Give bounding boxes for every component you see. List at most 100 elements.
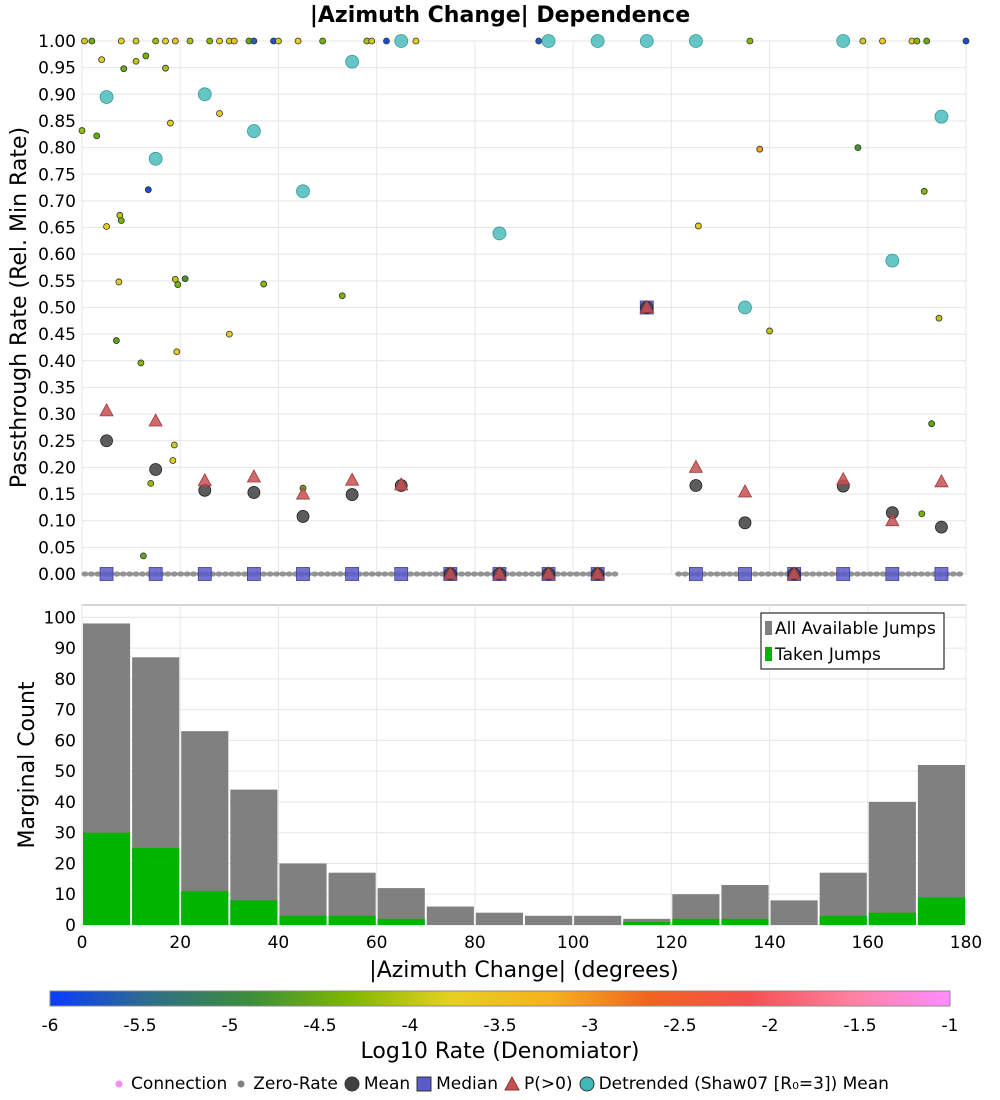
median-point [738,567,752,581]
p-positive-point [99,403,114,417]
zero-rate-point [879,571,887,577]
p-positive-point [737,484,753,498]
connection-point [98,56,106,64]
x-axis-label: |Azimuth Change| (degrees) [369,958,678,983]
y-tick-label: 0.05 [38,538,76,558]
zero-rate-point [764,571,772,577]
bar-taken [132,848,180,925]
connection-point [216,37,223,45]
connection-point [174,281,182,288]
connection-point [137,359,145,367]
mean-point [149,463,163,476]
y-tick-label: 80 [54,670,76,690]
y-tick-label: 100 [44,608,76,628]
bar-all-available [574,915,622,925]
y-tick-label: 0.70 [38,192,76,212]
p-positive-point [295,486,311,500]
connection-point [879,37,886,45]
x-tick-label: 120 [655,933,687,953]
connection-point [78,127,86,134]
connection-point [368,37,376,45]
y-tick-label: 0.55 [38,272,76,292]
bar-legend: All Available Jumps Taken Jumps [760,612,945,670]
detrended-mean-point [639,34,654,48]
p-positive-point [885,512,900,527]
p-positive-point [148,413,163,427]
y-axis-label: Passthrough Rate (Rel. Min Rate) [7,127,32,488]
zero-rate-point [828,571,836,577]
y-tick-label: 0.50 [38,299,76,319]
small-circle-icon [115,1080,123,1088]
zero-rate-point [94,571,102,577]
detrended-mean-point [345,54,360,69]
connection-point [412,37,420,45]
detrended-mean-point [246,124,261,138]
connection-point [225,330,233,338]
zero-rate-point [866,571,874,577]
y-tick-label: 0.20 [38,458,76,478]
zero-rate-point [509,571,517,577]
legend-swatch [765,621,772,635]
zero-rate-point [432,571,440,577]
connection-point [152,37,160,45]
zero-rate-point [189,571,197,577]
connection-point [216,110,223,117]
y-tick-label: 0.85 [38,112,76,132]
connection-point [142,52,150,60]
y-tick-label: 0.00 [38,565,76,585]
bar-taken [230,900,278,925]
legend-item: Detrended (Shaw07 [R₀=3]) Mean [579,1074,889,1094]
zero-rate-point [681,571,689,577]
connection-point [117,217,125,225]
zero-rate-point [483,571,491,577]
detrended-mean-point [738,300,752,315]
median-point [345,567,360,581]
zero-rate-point [407,571,415,577]
zero-rate-point [604,571,612,577]
connection-point [120,65,128,73]
zero-rate-point [126,571,134,577]
colorbar-tick-label: -4.5 [303,1016,336,1036]
square-icon [416,1076,432,1092]
zero-rate-point [802,571,810,577]
zero-rate-point [381,571,389,577]
bar-legend-box [760,612,945,670]
zero-rate-point [375,571,383,577]
y-tick-label: 30 [54,824,76,844]
scatter-plot: 0.00 0.05 0.10 0.15 0.20 0.25 0.30 0.35 0.40 0.45… [7,32,970,585]
zero-rate-point [285,571,293,577]
colorbar-tick-label: -5 [222,1016,239,1036]
y-tick-label: 0.35 [38,378,76,398]
legend-label: Taken Jumps [774,645,881,665]
zero-rate-point [177,571,185,577]
legend-item: Median [416,1074,498,1094]
colorbar-tick-label: -2.5 [663,1016,696,1036]
p-positive-point [344,472,360,486]
legend-label: Mean [363,1074,411,1094]
connection-point [88,37,96,45]
y-tick-label: 70 [54,701,76,721]
legend-label: Median [436,1074,498,1094]
connection-point [206,37,214,45]
connection-point [230,37,238,45]
bar-all-available [475,912,523,925]
zero-rate-point [266,571,274,577]
chart-svg: |Azimuth Change| Dependence 0.00 0.05 0.10… [7,3,982,1064]
y-tick-label: 0.60 [38,245,76,265]
zero-rate-point [777,571,785,577]
connection-point [147,479,155,487]
legend-label: Detrended (Shaw07 [R₀=3]) Mean [598,1074,889,1094]
zero-rate-point [330,571,338,577]
y-tick-label: 0.65 [38,219,76,239]
zero-rate-point [317,571,325,577]
bar-taken [328,915,376,925]
zero-rate-point [260,571,268,577]
connection-point [935,314,943,322]
zero-rate-point [113,571,121,577]
mean-point [738,516,752,530]
y-tick-label: 0.10 [38,512,76,532]
zero-rate-point [521,571,529,577]
y-tick-label: 0.45 [38,325,76,345]
detrended-mean-point [934,109,949,124]
zero-rate-point [534,571,542,577]
